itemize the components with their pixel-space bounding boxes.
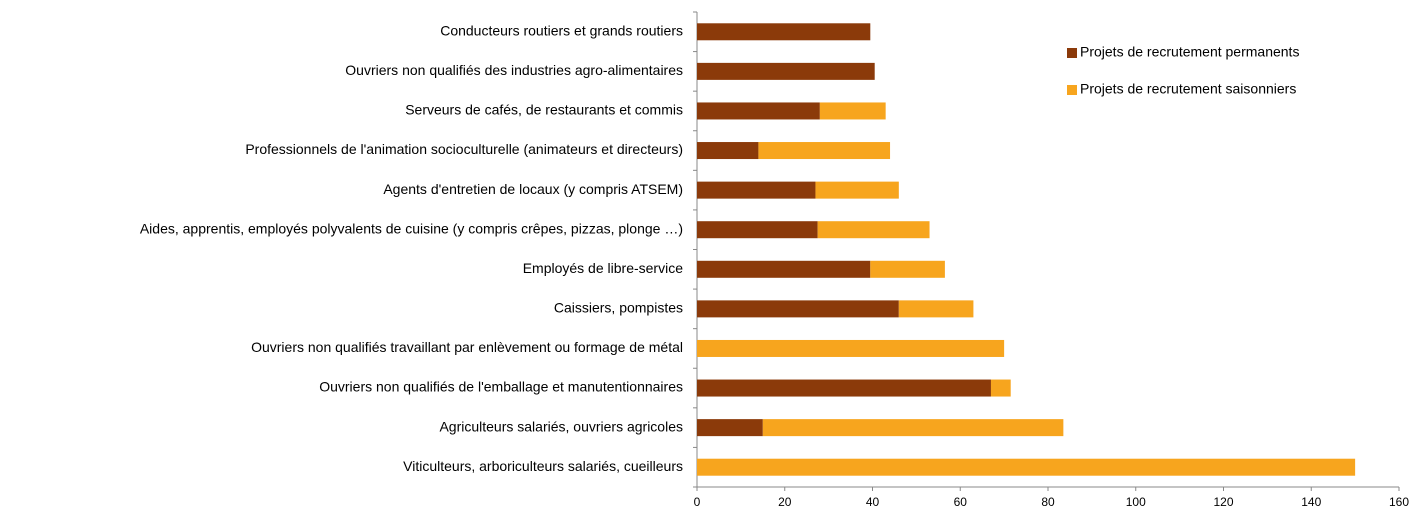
bar [697,23,871,41]
x-tick-label: 60 [954,495,968,509]
y-tick-label: Professionnels de l'animation sociocultu… [245,141,683,157]
bar [697,62,875,80]
legend-label: Projets de recrutement saisonniers [1080,81,1296,97]
x-tick-label: 0 [694,495,701,509]
bar [815,181,899,199]
x-tick-label: 100 [1126,495,1146,509]
x-tick-label: 40 [866,495,880,509]
bar [697,221,818,239]
x-tick-label: 140 [1301,495,1321,509]
y-tick-label: Agriculteurs salariés, ouvriers agricole… [439,418,683,434]
bar [697,181,816,199]
y-tick-label: Ouvriers non qualifiés travaillant par e… [251,339,683,355]
bar [697,379,991,397]
y-tick-label: Caissiers, pompistes [554,300,683,316]
bar [697,260,871,278]
x-tick-label: 120 [1213,495,1233,509]
bar [697,102,820,120]
y-tick-label: Aides, apprentis, employés polyvalents d… [140,220,683,236]
y-tick-label: Serveurs de cafés, de restaurants et com… [405,102,683,118]
bar [817,221,930,239]
bar [990,379,1011,397]
x-tick-label: 80 [1041,495,1055,509]
y-tick-label: Viticulteurs, arboriculteurs salariés, c… [403,458,683,474]
legend-label: Projets de recrutement permanents [1080,44,1299,60]
bar [758,142,891,160]
bar [762,419,1064,437]
y-tick-label: Employés de libre-service [523,260,683,276]
x-tick-label: 160 [1389,495,1409,509]
y-tick-label: Ouvriers non qualifiés des industries ag… [345,62,683,78]
y-tick-label: Conducteurs routiers et grands routiers [440,22,683,38]
bar [819,102,886,120]
bar [870,260,945,278]
bar [697,339,1005,357]
legend-swatch [1067,48,1077,58]
bar [697,458,1356,476]
x-tick-label: 20 [778,495,792,509]
bar [697,300,899,318]
y-tick-label: Agents d'entretien de locaux (y compris … [383,181,683,197]
bar [697,142,759,160]
bar [697,419,763,437]
legend-swatch [1067,85,1077,95]
y-tick-label: Ouvriers non qualifiés de l'emballage et… [319,379,683,395]
bar [898,300,974,318]
